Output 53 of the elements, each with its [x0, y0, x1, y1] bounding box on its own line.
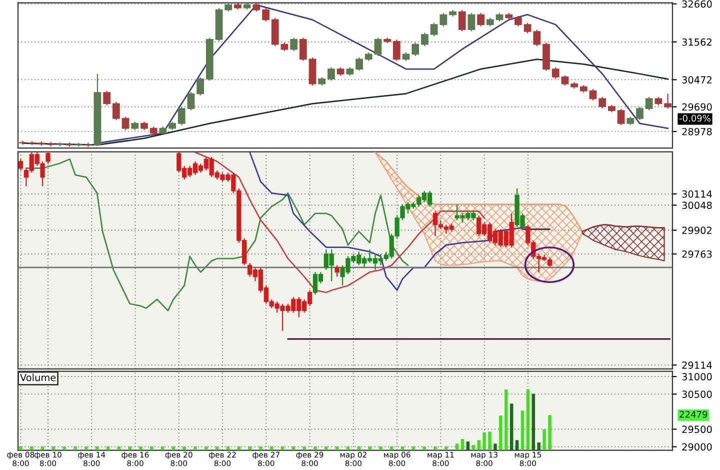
line-series	[194, 152, 486, 294]
y-tick-label: 32660	[682, 0, 712, 8]
candlestick	[334, 264, 340, 278]
chart-title: Volume	[20, 374, 56, 382]
candlestick	[468, 12, 476, 32]
y-tick-label: 29690	[682, 103, 712, 111]
y-tick-label: 29500	[682, 426, 712, 434]
candlestick	[103, 90, 111, 106]
y-tick-label: 30500	[682, 390, 712, 398]
candlestick	[374, 37, 382, 57]
candlestick	[18, 158, 24, 172]
y-tick-label: 30048	[682, 202, 712, 210]
y-tick-label: 29763	[682, 250, 712, 258]
candlestick	[46, 152, 50, 164]
candlestick	[290, 37, 298, 52]
candlestick	[392, 39, 400, 62]
candlestick	[262, 8, 270, 22]
candlestick	[514, 15, 522, 27]
candlestick	[645, 96, 653, 111]
candlestick	[47, 142, 54, 147]
candlestick	[356, 56, 363, 72]
candlestick	[421, 32, 428, 47]
candlestick	[196, 76, 204, 96]
y-tick-label: 30472	[682, 76, 712, 84]
candlestick	[412, 42, 420, 57]
candlestick	[589, 88, 597, 101]
candlestick	[561, 74, 569, 86]
candlestick	[477, 12, 485, 27]
y-tick-label: 29114	[682, 361, 712, 369]
candlestick	[636, 106, 644, 121]
line-series	[22, 58, 668, 146]
candlestick	[299, 37, 307, 62]
y-tick-label: 31000	[682, 373, 712, 380]
candlestick	[533, 29, 541, 47]
candlestick	[524, 22, 532, 34]
line-series	[25, 158, 409, 312]
candlestick	[458, 9, 466, 32]
candlestick	[122, 116, 130, 131]
candlestick	[552, 66, 560, 80]
text: -0.09%	[679, 114, 710, 122]
candlestick	[598, 96, 606, 109]
candlestick	[187, 91, 195, 111]
candlestick	[664, 93, 672, 110]
y-tick-label: 31562	[682, 38, 712, 46]
candlestick	[328, 66, 335, 82]
candlestick	[178, 106, 186, 126]
candlestick	[112, 101, 120, 121]
y-tick-label: 28978	[682, 128, 712, 136]
y-tick-label: 29000	[682, 443, 712, 451]
y-tick-label: 30114	[682, 190, 712, 198]
text: 22479	[680, 410, 708, 418]
candlestick	[617, 108, 625, 126]
y-tick-label: 29902	[682, 226, 712, 234]
